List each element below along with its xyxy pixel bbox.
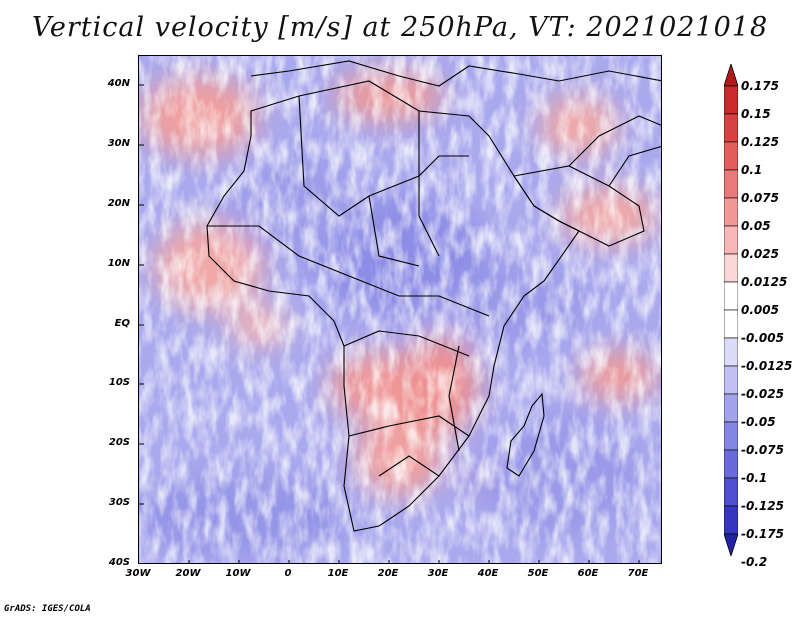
colorbar-segment	[724, 113, 738, 143]
colorbar-segment	[724, 477, 738, 507]
lat-label-20n: 20N	[107, 198, 130, 209]
colorbar-segment	[724, 421, 738, 451]
lon-label-40e: 40E	[477, 568, 499, 579]
coastlines	[206, 60, 661, 532]
colorbar-label: 0.05	[741, 219, 771, 233]
colorbar-label: -0.0125	[741, 359, 793, 373]
colorbar-label: -0.2	[741, 555, 768, 569]
lon-label-70e: 70E	[627, 568, 649, 579]
lat-label-20s: 20S	[108, 437, 130, 448]
colorbar-segment	[724, 141, 738, 171]
lon-label-10w: 10W	[225, 568, 251, 579]
lat-label-eq: EQ	[114, 318, 130, 329]
credit-text: GrADS: IGES/COLA	[4, 604, 91, 614]
colorbar-label: 0.15	[741, 107, 771, 121]
lat-label-10s: 10S	[108, 377, 130, 388]
lon-label-30w: 30W	[125, 568, 151, 579]
colorbar-label: -0.05	[741, 415, 776, 429]
colorbar-label: -0.125	[741, 499, 784, 513]
map-title: Vertical velocity [m/s] at 250hPa, VT: 2…	[31, 12, 769, 43]
colorbar-label: -0.075	[741, 443, 784, 457]
colorbar-bottom-arrow	[724, 533, 738, 556]
colorbar-segment	[724, 281, 738, 311]
colorbar-segment	[724, 393, 738, 423]
speckle-texture	[139, 56, 661, 563]
lat-label-40s: 40S	[108, 557, 130, 568]
colorbar-segment	[724, 505, 738, 535]
colorbar-label: 0.075	[741, 191, 779, 205]
colorbar-segment	[724, 197, 738, 227]
lon-label-30e: 30E	[427, 568, 449, 579]
axis-ticks	[139, 84, 640, 563]
lat-label-40n: 40N	[107, 78, 130, 89]
lon-label-50e: 50E	[527, 568, 549, 579]
colorbar-segment	[724, 85, 738, 115]
lon-label-60e: 60E	[577, 568, 599, 579]
lon-label-20w: 20W	[175, 568, 201, 579]
colorbar-label: -0.005	[741, 331, 784, 345]
lat-label-10n: 10N	[107, 258, 130, 269]
colorbar	[724, 64, 738, 556]
colorbar-label: 0.125	[741, 135, 779, 149]
colorbar-segment	[724, 169, 738, 199]
colorbar-label: -0.175	[741, 527, 784, 541]
colorbar-segment	[724, 309, 738, 339]
colorbar-top-arrow	[724, 64, 738, 87]
lon-label-20e: 20E	[377, 568, 399, 579]
colorbar-label: 0.025	[741, 247, 779, 261]
colorbar-label: 0.175	[741, 79, 779, 93]
lon-label-10e: 10E	[327, 568, 349, 579]
lon-label-0: 0	[284, 568, 292, 579]
velocity-field	[139, 56, 661, 563]
colorbar-segment	[724, 225, 738, 255]
colorbar-segment	[724, 337, 738, 367]
lat-label-30n: 30N	[107, 138, 130, 149]
colorbar-segment	[724, 253, 738, 283]
map-plot-area[interactable]	[138, 55, 662, 564]
colorbar-segment	[724, 365, 738, 395]
colorbar-segment	[724, 449, 738, 479]
colorbar-label: 0.0125	[741, 275, 788, 289]
colorbar-label: -0.025	[741, 387, 784, 401]
colorbar-label: 0.1	[741, 163, 763, 177]
colorbar-label: 0.005	[741, 303, 779, 317]
colorbar-label: -0.1	[741, 471, 768, 485]
lat-label-30s: 30S	[108, 497, 130, 508]
